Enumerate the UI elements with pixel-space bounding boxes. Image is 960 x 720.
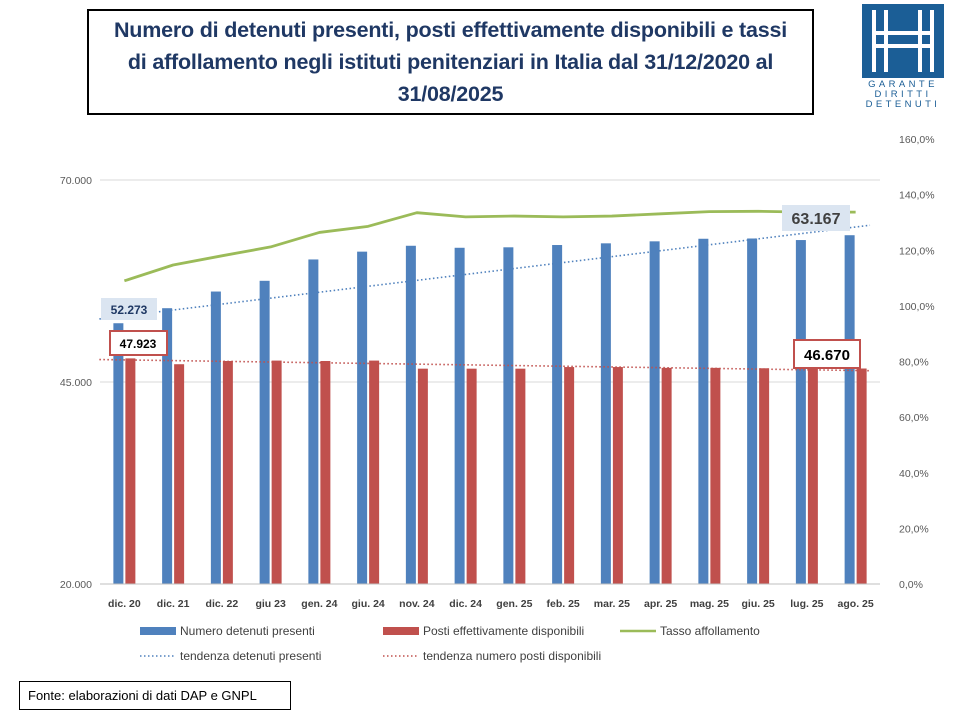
right-axis-tick-label: 120,0% [899, 245, 935, 257]
left-axis-tick-label: 45.000 [60, 377, 92, 389]
right-axis-tick-label: 160,0% [899, 134, 935, 146]
bar-posti [174, 364, 185, 584]
data-label-last-posti: 46.670 [804, 347, 850, 364]
category-label: mag. 25 [690, 598, 729, 610]
category-label: gen. 25 [496, 598, 532, 610]
bar-detenuti [357, 251, 368, 584]
source-box: Fonte: elaborazioni di dati DAP e GNPL [19, 681, 291, 710]
data-label-first-posti: 47.923 [120, 337, 157, 351]
legend-label: Tasso affollamento [660, 624, 760, 638]
bar-detenuti [405, 245, 416, 584]
right-axis-tick-label: 40,0% [899, 468, 929, 480]
bar-detenuti [844, 235, 855, 585]
category-label: feb. 25 [546, 598, 579, 610]
category-label: giu. 25 [741, 598, 774, 610]
logo-symbol-icon [862, 4, 944, 78]
right-axis-tick-label: 0,0% [899, 579, 923, 591]
bar-detenuti [162, 308, 173, 584]
data-label-bg [101, 298, 157, 320]
bar-detenuti [698, 238, 709, 585]
left-axis-tick-label: 70.000 [60, 175, 92, 187]
bar-detenuti [308, 259, 319, 584]
trendline-detenuti [99, 224, 871, 320]
right-axis-tick-label: 140,0% [899, 190, 935, 202]
bar-posti [710, 367, 721, 584]
logo-text-3: DETENUTI [865, 99, 941, 110]
category-label: dic. 20 [108, 598, 141, 610]
category-label: giu. 24 [351, 598, 384, 610]
category-label: ago. 25 [838, 598, 874, 610]
bar-detenuti [600, 243, 611, 584]
chart-title: Numero di detenuti presenti, posti effet… [113, 18, 788, 106]
bar-detenuti [454, 247, 465, 585]
logo-text-1: GARANTE [868, 79, 938, 90]
garante-logo: GARANTE DIRITTI DETENUTI [862, 4, 944, 110]
category-label: dic. 24 [449, 598, 482, 610]
category-label: dic. 22 [206, 598, 239, 610]
data-label-first-detenuti: 52.273 [111, 303, 148, 317]
bar-posti [856, 368, 867, 584]
bar-posti [369, 360, 380, 584]
data-label-last-detenuti: 63.167 [792, 211, 841, 228]
bar-detenuti [210, 291, 221, 584]
data-label-box [109, 330, 168, 356]
category-label: dic. 21 [157, 598, 190, 610]
bar-detenuti [259, 280, 270, 584]
data-label-box [793, 339, 861, 369]
bar-posti [564, 367, 575, 584]
bar-detenuti [503, 247, 514, 584]
bar-posti [759, 368, 770, 584]
category-label: apr. 25 [644, 598, 677, 610]
legend-swatch [140, 627, 176, 635]
bar-posti [125, 358, 136, 584]
bar-detenuti [113, 323, 124, 584]
legend-swatch [383, 627, 419, 635]
bar-detenuti [649, 241, 660, 585]
right-axis-tick-label: 20,0% [899, 523, 929, 535]
legend-label: Posti effettivamente disponibili [423, 624, 584, 638]
category-label: gen. 24 [301, 598, 337, 610]
bar-posti [320, 360, 331, 584]
legend-label: tendenza detenuti presenti [180, 649, 321, 663]
bar-posti [515, 368, 526, 584]
category-label: nov. 24 [399, 598, 435, 610]
line-tasso-affollamento [123, 209, 856, 283]
category-label: lug. 25 [790, 598, 823, 610]
bar-posti [222, 360, 233, 584]
bar-posti [661, 367, 672, 584]
logo-text-2: DIRITTI [874, 89, 932, 100]
trendline-posti [99, 358, 871, 372]
bar-posti [807, 368, 818, 584]
left-axis-tick-label: 20.000 [60, 579, 92, 591]
category-label: giu 23 [255, 598, 286, 610]
data-label-bg [782, 205, 850, 231]
right-axis-tick-label: 100,0% [899, 301, 935, 313]
bar-detenuti [552, 245, 563, 584]
bar-detenuti [747, 238, 758, 584]
right-axis-tick-label: 60,0% [899, 412, 929, 424]
right-axis-tick-label: 80,0% [899, 357, 929, 369]
logo-mark [862, 4, 944, 78]
bar-posti [612, 367, 623, 584]
source-text: Fonte: elaborazioni di dati DAP e GNPL [28, 688, 257, 703]
bar-posti [271, 360, 282, 584]
bar-posti [417, 368, 428, 584]
category-label: mar. 25 [594, 598, 630, 610]
title-box: Numero di detenuti presenti, posti effet… [87, 9, 814, 115]
bar-posti [466, 368, 477, 584]
chart-area: 20.000 45.000 70.000 0,0% 20,0% 40,0% 60,0% 80,… [60, 134, 935, 663]
legend-label: tendenza numero posti disponibili [423, 649, 601, 663]
bar-detenuti [795, 240, 806, 584]
legend-label: Numero detenuti presenti [180, 624, 315, 638]
